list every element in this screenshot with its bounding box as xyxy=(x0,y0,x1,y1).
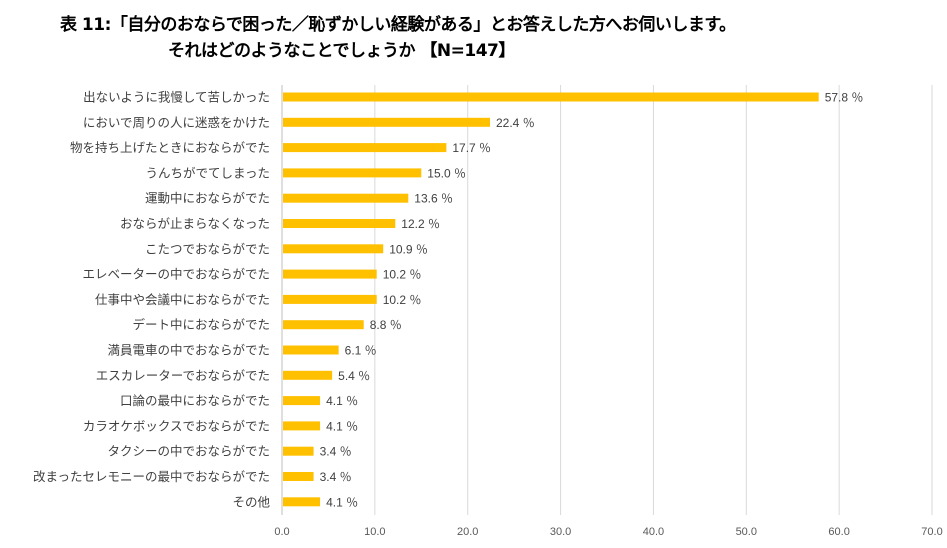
bar xyxy=(283,345,339,355)
data-label: 8.8 ％ xyxy=(370,318,402,332)
bar xyxy=(283,421,321,431)
x-tick-label: 40.0 xyxy=(643,526,664,538)
category-label: 出ないように我慢して苦しかった xyxy=(83,90,270,105)
category-label: においで周りの人に迷惑をかけた xyxy=(83,115,270,130)
category-label: カラオケボックスでおならがでた xyxy=(83,418,270,433)
category-label: デート中におならがでた xyxy=(132,317,270,332)
chart-subtitle: それはどのようなことでしょうか 【N=147】 xyxy=(168,41,515,61)
bar xyxy=(283,117,490,127)
bar xyxy=(283,320,364,330)
data-label: 10.2 ％ xyxy=(383,293,422,307)
data-label: 4.1 ％ xyxy=(326,394,358,408)
data-label: 5.4 ％ xyxy=(338,369,370,383)
category-label: うんちがでてしまった xyxy=(145,165,270,180)
category-label: タクシーの中でおならがでた xyxy=(107,444,270,459)
category-label: 物を持ち上げたときにおならがでた xyxy=(70,140,270,155)
data-label: 12.2 ％ xyxy=(401,217,440,231)
category-label: 運動中におならがでた xyxy=(145,191,270,206)
bar xyxy=(283,472,314,481)
category-label: 仕事中や会議中におならがでた xyxy=(95,292,270,307)
category-label: エレベーターの中でおならがでた xyxy=(82,267,270,282)
data-label: 22.4 ％ xyxy=(496,116,535,130)
data-label: 3.4 ％ xyxy=(320,470,352,484)
data-label: 4.1 ％ xyxy=(326,495,358,509)
bar xyxy=(283,143,447,153)
bar xyxy=(283,244,384,254)
x-tick-label: 70.0 xyxy=(921,526,942,538)
data-label: 10.9 ％ xyxy=(389,242,428,256)
bar xyxy=(283,168,422,178)
category-label: 満員電車の中でおならがでた xyxy=(107,343,270,358)
category-label: その他 xyxy=(232,494,270,509)
data-label: 57.8 ％ xyxy=(825,91,864,105)
bar xyxy=(283,396,321,406)
data-label: 10.2 ％ xyxy=(383,268,422,282)
x-tick-label: 30.0 xyxy=(550,526,571,538)
x-tick-label: 20.0 xyxy=(457,526,478,538)
chart-title: 表 11:「自分のおならで困った／恥ずかしい経験がある」とお答えした方へお伺いし… xyxy=(60,15,736,35)
data-label: 3.4 ％ xyxy=(320,445,352,459)
x-tick-label: 0.0 xyxy=(274,526,289,538)
data-label: 13.6 ％ xyxy=(414,192,453,206)
category-label: 口論の最中におならがでた xyxy=(120,393,270,408)
bar xyxy=(283,269,377,279)
data-label: 17.7 ％ xyxy=(452,141,491,155)
bar xyxy=(283,193,409,203)
category-label: おならが止まらなくなった xyxy=(120,216,270,231)
category-label: こたつでおならがでた xyxy=(145,241,270,256)
data-label: 15.0 ％ xyxy=(427,166,466,180)
category-label: エスカレーターでおならがでた xyxy=(96,368,270,383)
data-label: 4.1 ％ xyxy=(326,419,358,433)
bar xyxy=(283,92,819,102)
bar xyxy=(283,294,377,304)
bar xyxy=(283,497,321,507)
x-tick-label: 10.0 xyxy=(364,526,385,538)
x-tick-label: 60.0 xyxy=(828,526,849,538)
bar xyxy=(283,446,314,456)
bar xyxy=(283,219,396,228)
data-label: 6.1 ％ xyxy=(345,344,377,358)
category-label: 改まったセレモニーの最中でおならがでた xyxy=(33,469,270,484)
bar xyxy=(283,370,333,380)
x-tick-label: 50.0 xyxy=(736,526,757,538)
